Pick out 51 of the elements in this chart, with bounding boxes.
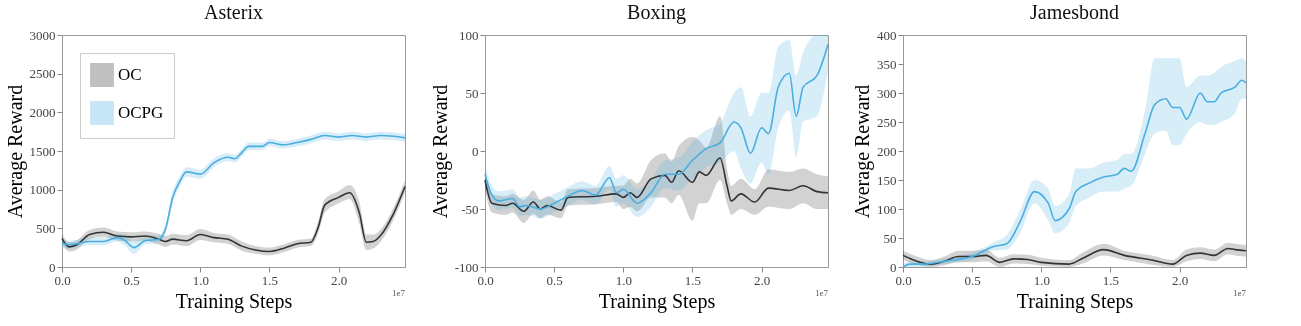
y-axis-title: Average Reward (851, 84, 874, 219)
y-tick-label: 150 (877, 172, 897, 188)
x-axis-title: Training Steps (1016, 289, 1134, 313)
x-tick-label: 0.5 (123, 272, 140, 288)
x-tick-label: 0.0 (895, 272, 912, 288)
x-tick-label: 1.0 (192, 272, 209, 288)
x-tick-label: 2.0 (1171, 272, 1189, 288)
chart-title: Boxing (627, 1, 686, 24)
x-axis-title: Training Steps (598, 289, 716, 313)
text: 1e7 (392, 288, 406, 298)
y-tick-label: 250 (877, 114, 897, 130)
y-tick-label: 100 (877, 201, 897, 217)
y-tick-label: 0 (472, 143, 479, 159)
line-series (484, 157, 829, 213)
y-tick-label: 2000 (29, 104, 56, 120)
y-tick-label: 2500 (29, 66, 56, 82)
x-tick-label: 2.0 (753, 272, 771, 288)
x-tick-label: 0.5 (546, 272, 563, 288)
text: 1e7 (815, 288, 829, 298)
y-tick-label: 300 (877, 85, 897, 101)
y-tick-label: 0 (49, 259, 56, 275)
x-tick-label: 1.0 (615, 272, 632, 288)
x-tick-label: 0.0 (477, 272, 494, 288)
x-tick-label: 1.5 (261, 272, 279, 288)
y-axis-title: Average Reward (3, 84, 27, 219)
x-axis-title: Training Steps (175, 289, 293, 313)
y-axis-title: Average Reward (428, 84, 452, 219)
x-tick-label: 1.5 (684, 272, 702, 288)
x-tick-label: 2.0 (330, 272, 348, 288)
y-tick-label: 0 (890, 259, 897, 275)
legend-label: OC (118, 65, 142, 84)
y-tick-label: 1500 (29, 143, 56, 159)
y-tick-label: 100 (459, 27, 479, 43)
x-tick-label: 1.0 (1033, 272, 1050, 288)
y-tick-label: 500 (36, 220, 56, 236)
x-tick-label: 0.5 (964, 272, 981, 288)
chart-title: Jamesbond (1030, 1, 1119, 23)
chart-title: Asterix (204, 1, 263, 23)
y-tick-label: 350 (877, 56, 897, 72)
y-tick-label: -50 (461, 201, 479, 217)
x-tick-label: 1.5 (1102, 272, 1120, 288)
x-tick-label: 0.0 (54, 272, 71, 288)
y-tick-label: 3000 (29, 27, 56, 43)
text: 1e7 (1233, 288, 1247, 298)
y-tick-label: 50 (465, 85, 479, 101)
y-tick-label: 400 (877, 27, 897, 43)
y-tick-label: 50 (883, 230, 897, 246)
legend-label: OCPG (118, 103, 164, 122)
y-tick-label: -100 (454, 259, 479, 275)
y-tick-label: 1000 (29, 182, 56, 198)
y-tick-label: 200 (877, 143, 897, 159)
